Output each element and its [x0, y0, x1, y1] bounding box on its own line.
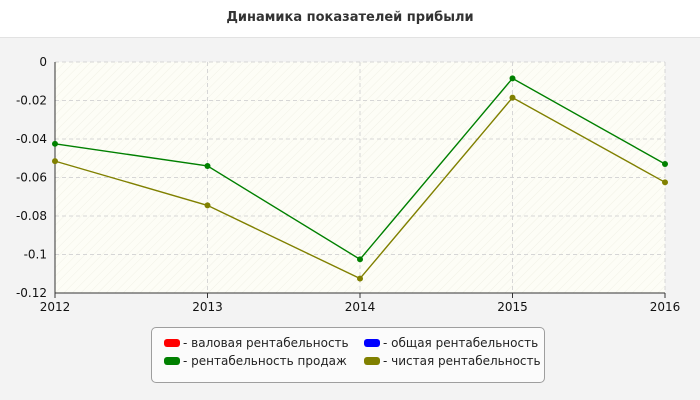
- data-point: [357, 275, 363, 282]
- y-tick-label: -0.06: [16, 171, 47, 185]
- data-point: [204, 202, 211, 209]
- legend-label-total: - общая рентабельность: [383, 336, 539, 350]
- x-tick-label: 2013: [192, 300, 223, 314]
- legend-label-sales: - рентабельность продаж: [183, 354, 347, 368]
- legend-item-gross: - валовая рентабельность: [164, 336, 349, 350]
- grid-lines: [55, 61, 666, 293]
- y-tick-label: -0.1: [24, 248, 47, 262]
- legend-item-net: - чистая рентабельность: [364, 354, 541, 368]
- y-tick-label: 0: [39, 55, 47, 69]
- data-point: [357, 256, 363, 263]
- data-point: [509, 75, 516, 82]
- data-point: [662, 179, 668, 186]
- legend-swatch-total: [364, 339, 380, 347]
- legend-swatch-sales: [164, 357, 180, 365]
- data-point: [204, 162, 211, 169]
- legend-item-total: - общая рентабельность: [364, 336, 538, 350]
- y-tick-label: -0.08: [16, 209, 47, 223]
- y-tick-label: -0.02: [16, 94, 47, 108]
- y-tick-label: -0.12: [16, 286, 47, 300]
- axes: [54, 62, 666, 298]
- chart-title: Динамика показателей прибыли: [226, 10, 474, 25]
- x-tick-label: 2012: [40, 300, 71, 314]
- legend-label-gross: - валовая рентабельность: [183, 336, 349, 350]
- y-tick-label: -0.04: [16, 132, 47, 146]
- legend-label-net: - чистая рентабельность: [383, 354, 541, 368]
- data-point: [509, 94, 516, 101]
- data-point: [52, 140, 58, 147]
- data-point: [52, 158, 58, 165]
- legend-swatch-gross: [164, 339, 180, 347]
- series-layer: [52, 75, 668, 282]
- x-tick-label: 2016: [650, 300, 681, 314]
- data-point: [662, 161, 668, 168]
- legend-swatch-net: [364, 357, 380, 365]
- x-tick-label: 2014: [345, 300, 376, 314]
- legend: - валовая рентабельность - общая рентабе…: [151, 327, 545, 383]
- legend-item-sales: - рентабельность продаж: [164, 354, 347, 368]
- x-tick-label: 2015: [497, 300, 528, 314]
